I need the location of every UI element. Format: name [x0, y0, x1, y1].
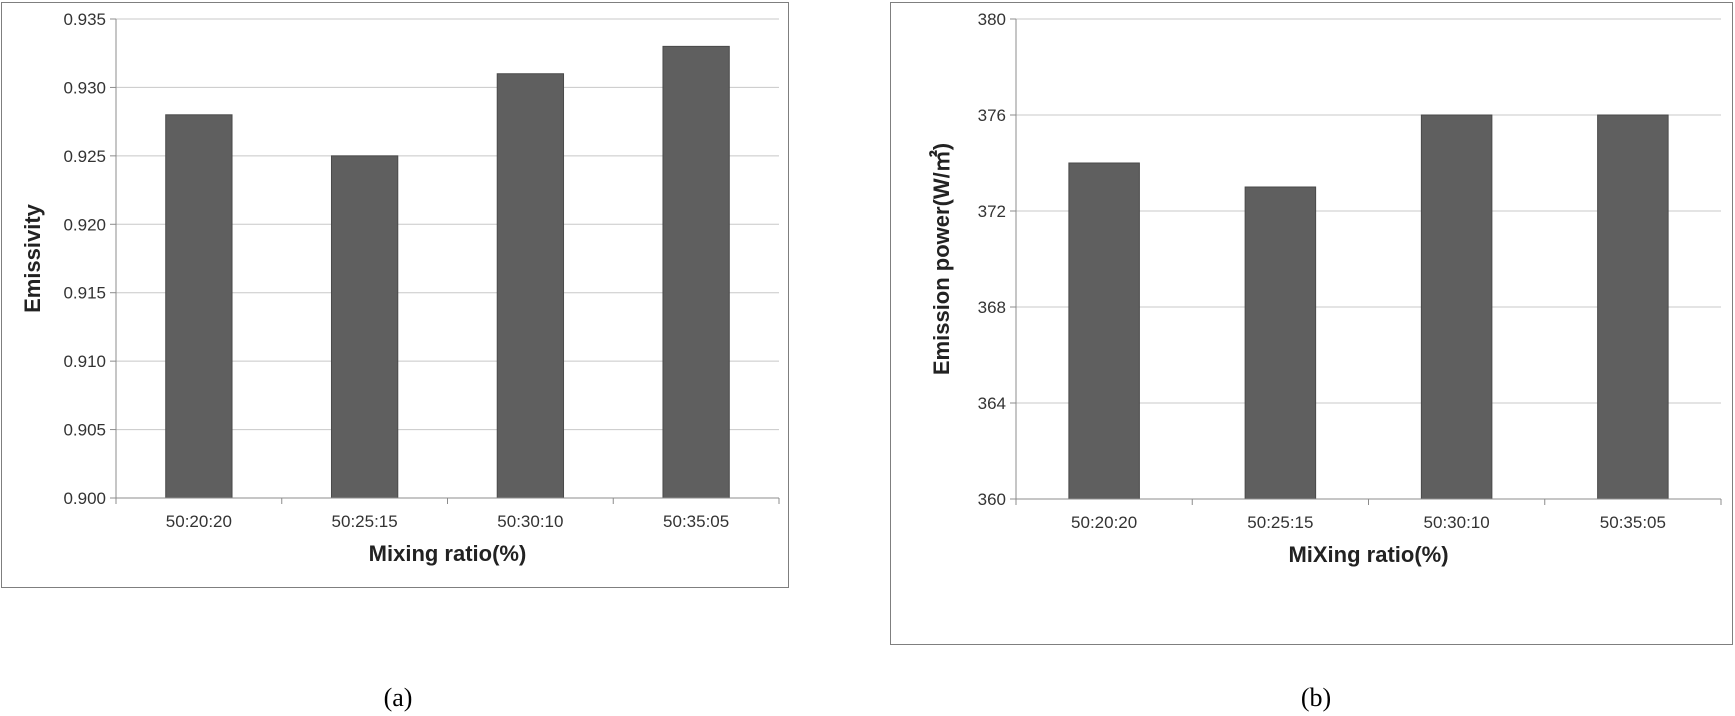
y-tick-label: 0.915 — [63, 284, 106, 303]
bar — [1420, 114, 1493, 500]
caption-b: (b) — [1300, 683, 1332, 712]
chart-panel-a: 0.900 0.905 0.910 0.915 0.920 0.925 0.930 0.935… — [1, 2, 789, 588]
bar-chart-a: 0.900 0.905 0.910 0.915 0.920 0.925 0.930 0.935… — [20, 10, 780, 566]
y-tick-label: 368 — [978, 298, 1006, 317]
y-tick-label: 0.905 — [63, 421, 106, 440]
y-tick-label: 364 — [978, 394, 1006, 413]
y-tick-label: 372 — [978, 202, 1006, 221]
y-tick-label: 0.935 — [63, 10, 106, 29]
bar-chart-b: 360 364 368 372 376 380 50:20:20 50:25:15 50:30:… — [929, 10, 1722, 567]
y-tick-label: 0.930 — [63, 78, 106, 97]
y-tick-label: 0.910 — [63, 352, 106, 371]
y-axis-title: Emission power(W/㎡) — [929, 143, 954, 375]
bar — [330, 155, 399, 499]
bar — [1597, 114, 1669, 500]
bar — [1244, 186, 1317, 500]
bar — [496, 73, 565, 499]
y-axis-title: Emissivity — [20, 203, 45, 313]
x-axis-title: MiXing ratio(%) — [1288, 542, 1448, 567]
x-tick-label: 50:35:05 — [1600, 513, 1666, 532]
x-axis-title: Mixing ratio(%) — [369, 541, 527, 566]
x-tick-label: 50:30:10 — [497, 512, 563, 531]
bar — [662, 45, 730, 499]
x-tick-label: 50:35:05 — [663, 512, 729, 531]
bar — [1068, 162, 1140, 500]
bar — [165, 114, 233, 499]
x-tick-label: 50:20:20 — [1071, 513, 1137, 532]
x-tick-label: 50:25:15 — [332, 512, 398, 531]
x-tick-label: 50:25:15 — [1247, 513, 1313, 532]
x-tick-label: 50:30:10 — [1424, 513, 1490, 532]
y-tick-label: 0.925 — [63, 147, 106, 166]
y-tick-label: 360 — [978, 490, 1006, 509]
y-tick-label: 0.900 — [63, 489, 106, 508]
chart-panel-b: 360 364 368 372 376 380 50:20:20 50:25:15 50:30:… — [890, 2, 1733, 645]
caption-a: (a) — [383, 683, 413, 712]
y-tick-label: 376 — [978, 106, 1006, 125]
y-tick-label: 380 — [978, 10, 1006, 29]
y-tick-label: 0.920 — [63, 215, 106, 234]
x-tick-label: 50:20:20 — [166, 512, 232, 531]
